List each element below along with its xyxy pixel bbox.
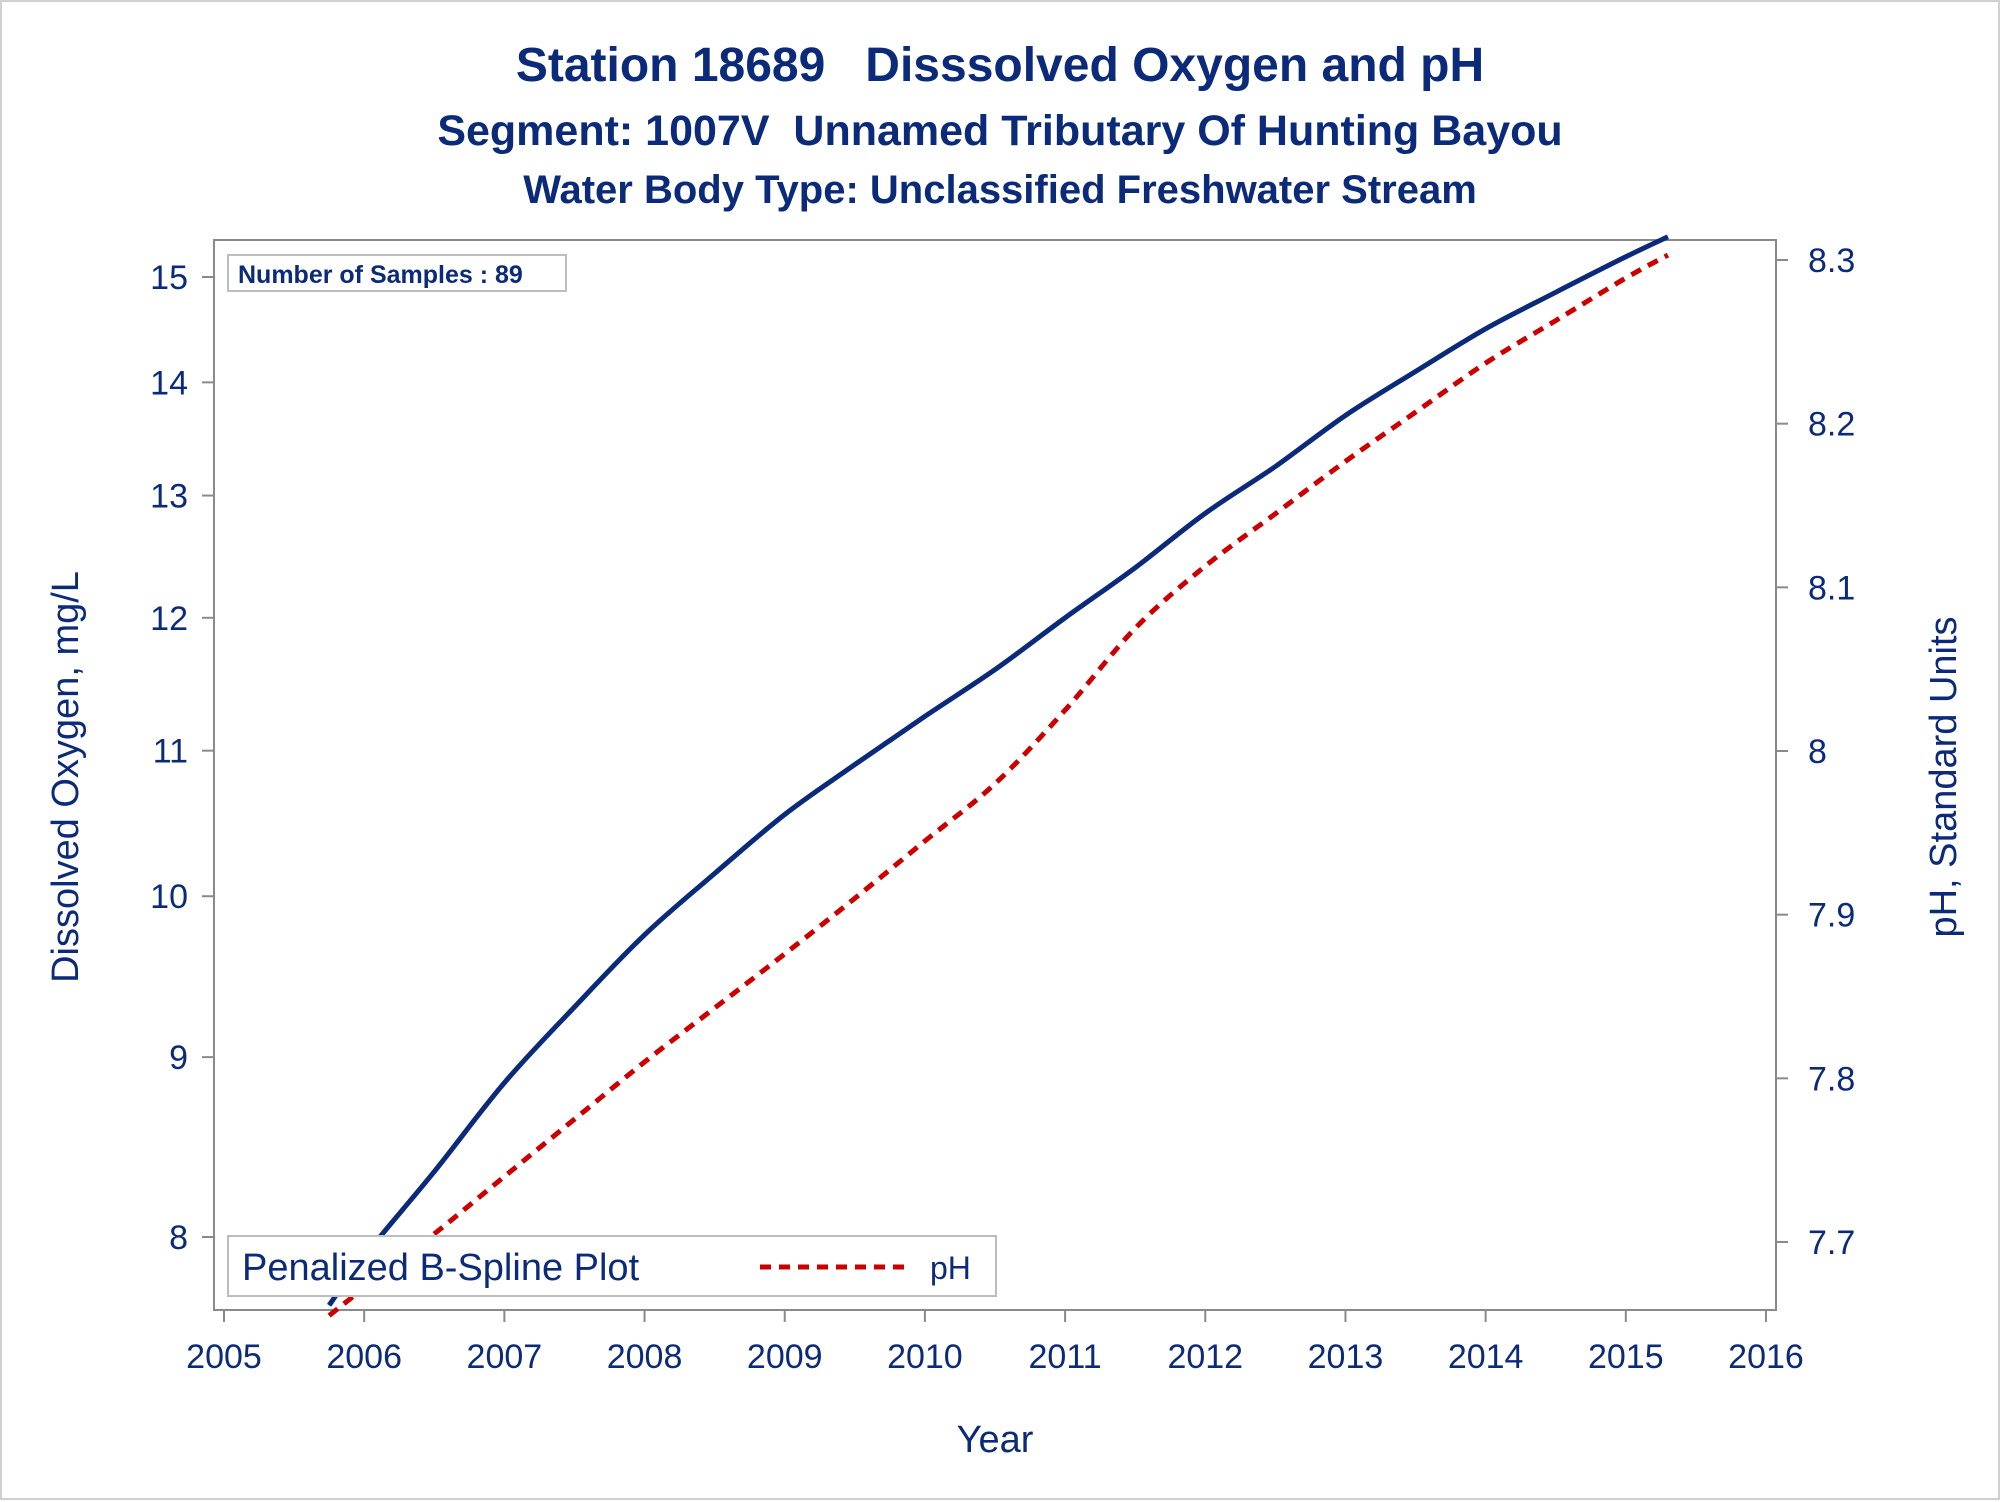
inset-box [227, 254, 567, 292]
y-right-tick-label: 8.1 [1808, 569, 1855, 607]
x-tick-label: 2015 [1588, 1338, 1664, 1376]
x-tick-label: 2009 [747, 1338, 823, 1376]
y-left-tick-label: 13 [150, 478, 188, 516]
y-left-tick-label: 12 [150, 600, 188, 638]
y-right-tick-label: 8.2 [1808, 406, 1855, 444]
x-tick-label: 2016 [1728, 1338, 1804, 1376]
y-axis-right: 7.7 7.8 7.9 8 8.1 8.2 8.3 [1776, 242, 1855, 1262]
y-left-tick-label: 8 [169, 1219, 188, 1257]
y-left-tick-label: 11 [153, 733, 188, 771]
x-axis: 2005 2006 2007 2008 2009 2010 2011 2012 2013 2014… [186, 1310, 1804, 1376]
chart-title: Station 18689 Disssolved Oxygen and pH [515, 39, 1485, 92]
x-tick-label: 2013 [1308, 1338, 1384, 1376]
legend-ph-label: pH [930, 1250, 971, 1286]
dissolved-oxygen-line [327, 234, 1669, 1307]
plot-frame [213, 239, 1777, 1311]
sample-count-inset: Number of Samples : 89 [227, 254, 567, 292]
y-axis-right-label: pH, Standard Units [1923, 616, 1965, 937]
x-tick-label: 2005 [186, 1338, 262, 1376]
x-tick-label: 2011 [1029, 1338, 1102, 1376]
y-left-tick-label: 10 [150, 878, 188, 916]
x-tick-label: 2010 [887, 1338, 963, 1376]
x-tick-label: 2006 [326, 1338, 402, 1376]
legend-box [227, 1235, 997, 1297]
x-tick-label: 2008 [607, 1338, 683, 1376]
series-layer [327, 234, 1670, 1318]
x-tick-label: 2014 [1448, 1338, 1524, 1376]
ph-line [327, 252, 1670, 1318]
y-left-tick-label: 15 [150, 259, 188, 297]
x-tick-label: 2007 [467, 1338, 543, 1376]
x-tick-label: 2012 [1167, 1338, 1243, 1376]
y-right-tick-label: 8 [1808, 733, 1827, 771]
y-right-tick-label: 7.8 [1808, 1060, 1855, 1098]
chart-subtitle-waterbody: Water Body Type: Unclassified Freshwater… [523, 168, 1477, 212]
y-right-tick-label: 7.9 [1808, 897, 1855, 935]
y-right-tick-label: 7.7 [1808, 1224, 1855, 1262]
chart-subtitle-segment: Segment: 1007V Unnamed Tributary Of Hunt… [437, 107, 1563, 155]
y-left-tick-label: 14 [150, 364, 188, 402]
y-axis-left-label: Dissolved Oxygen, mg/L [45, 571, 87, 983]
y-right-tick-label: 8.3 [1808, 242, 1855, 280]
y-axis-left: 8 9 10 11 12 13 14 15 [150, 259, 214, 1257]
legend-title: Penalized B-Spline Plot [242, 1247, 640, 1289]
y-left-tick-label: 9 [169, 1039, 188, 1077]
legend: Penalized B-Spline Plot pH [227, 1235, 997, 1297]
x-axis-label: Year [957, 1419, 1034, 1461]
inset-text: Number of Samples : 89 [238, 261, 523, 289]
